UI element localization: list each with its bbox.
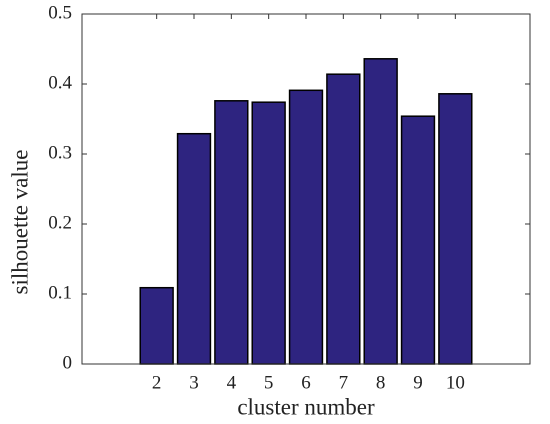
bar — [214, 100, 249, 365]
plot-frame — [81, 13, 531, 365]
x-tick-label: 6 — [301, 372, 311, 393]
x-tick-label: 9 — [413, 372, 423, 393]
y-axis-label: silhouette value — [7, 150, 32, 295]
bar — [438, 93, 473, 365]
x-tick-label: 5 — [264, 372, 274, 393]
x-tick-label: 8 — [376, 372, 386, 393]
x-tick-label: 3 — [189, 372, 199, 393]
y-tick-label: 0.2 — [48, 212, 72, 233]
bar — [251, 101, 286, 365]
bar — [363, 58, 398, 365]
y-tick-label: 0.3 — [48, 142, 72, 163]
y-tick-label: 0 — [63, 352, 73, 373]
y-tick-label: 0.4 — [48, 72, 72, 93]
bar — [139, 286, 174, 365]
y-tick-label: 0.5 — [48, 2, 72, 23]
bar — [288, 89, 324, 365]
bar — [326, 73, 361, 365]
x-tick-label: 7 — [339, 372, 349, 393]
x-axis-label: cluster number — [237, 394, 375, 419]
bar — [176, 132, 212, 365]
x-tick-label: 10 — [446, 372, 465, 393]
x-tick-label: 4 — [227, 372, 237, 393]
y-tick-label: 0.1 — [48, 282, 72, 303]
x-tick-label: 2 — [152, 372, 162, 393]
bar — [400, 115, 436, 365]
